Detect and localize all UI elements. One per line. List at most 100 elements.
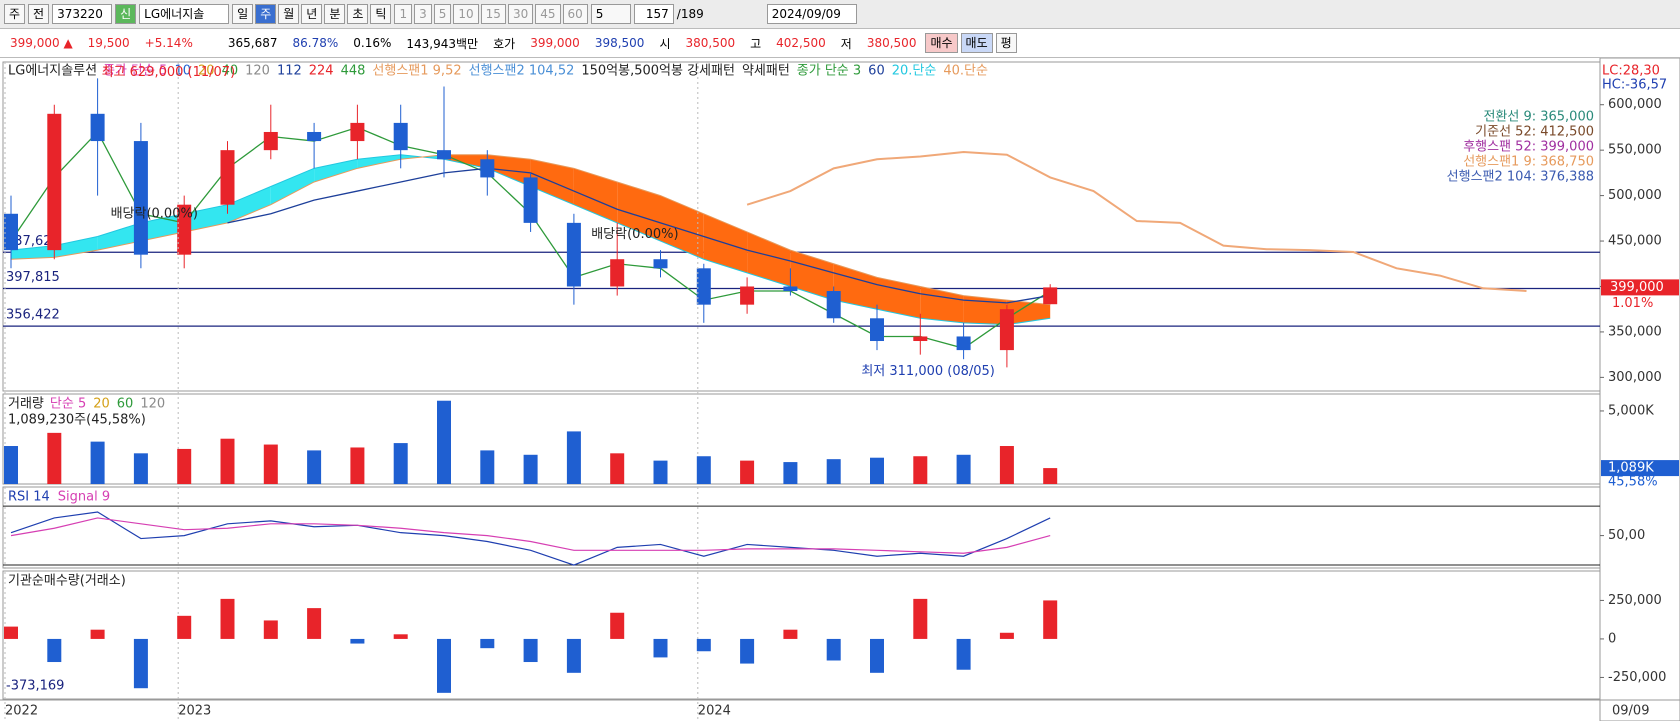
count[interactable]: 5 [590, 4, 631, 24]
level-label: 356,422 [6, 308, 60, 323]
cloud [617, 181, 661, 242]
bar [90, 629, 105, 639]
period[interactable]: 틱 [370, 4, 392, 24]
period[interactable]: 월 [278, 4, 300, 24]
y-tick-label: 5,000K [1608, 403, 1654, 418]
interval[interactable]: 15 [480, 4, 506, 24]
prev[interactable]: 전 [28, 4, 50, 24]
bar [999, 446, 1014, 484]
last-box [1601, 279, 1679, 296]
interval[interactable]: 60 [562, 4, 588, 24]
low-note: 최저 311,000 (08/05) [861, 364, 995, 379]
volume-info: 1,089,230주(45,58%) [8, 413, 146, 428]
candle-body [740, 286, 755, 305]
candle-body [480, 159, 495, 178]
legend-item: RSI 14 [8, 490, 50, 505]
period[interactable]: 일 [232, 4, 254, 24]
bar [826, 459, 841, 484]
high-label: 고 [750, 36, 762, 51]
last-rate: 1.01% [1612, 296, 1653, 311]
buy[interactable]: 매수 [925, 33, 958, 53]
cloud [747, 231, 791, 287]
bar [90, 441, 105, 484]
y-tick-label: 500,000 [1608, 188, 1662, 203]
legend-item: 40 [222, 64, 239, 79]
interval[interactable]: 1 [394, 4, 413, 24]
legend-item: 40.단순 [943, 64, 988, 79]
legend-item: 120 [245, 64, 270, 79]
bar [437, 400, 451, 484]
y-tick-label: 550,000 [1608, 143, 1662, 158]
bar [177, 448, 192, 484]
panel [2, 570, 1601, 700]
period[interactable]: 주 [255, 4, 277, 24]
cloud [573, 168, 618, 223]
x-tick-label: 2024 [698, 704, 731, 719]
cloud [270, 168, 315, 205]
current-label: 1,089K [1608, 461, 1654, 476]
bar [263, 444, 278, 484]
avg[interactable]: 평 [995, 33, 1017, 53]
stock-name[interactable]: LG에너지솔 [139, 4, 230, 24]
legend-item: 60 [868, 64, 885, 79]
interval[interactable]: 5 [433, 4, 452, 24]
price: 399,000 ▲ [10, 36, 73, 50]
legend-item: 선행스팬1 9,52 [372, 63, 461, 79]
legend-item: 448 [341, 64, 366, 79]
legend-item: Signal 9 [58, 490, 110, 505]
bar [523, 454, 538, 484]
candle-body [47, 113, 62, 251]
bar [740, 638, 755, 664]
turnover: 0.16% [353, 36, 392, 50]
bar [566, 431, 581, 484]
bar [350, 638, 365, 644]
candle-body [870, 318, 884, 342]
bar [393, 443, 408, 484]
bar [307, 450, 322, 484]
candle-body [826, 291, 841, 319]
ichimoku-label: 기준선 52: 412,500 [1475, 125, 1594, 140]
y-tick-label: 450,000 [1608, 234, 1662, 249]
current-label: 45,58% [1608, 475, 1658, 490]
candle-body [566, 222, 581, 287]
sell[interactable]: 매도 [960, 33, 993, 53]
interval[interactable]: 3 [414, 4, 432, 24]
bar [1043, 600, 1058, 639]
bar [783, 462, 798, 484]
period[interactable]: 초 [347, 4, 369, 24]
bar [696, 456, 711, 484]
volume: 365,687 [227, 36, 278, 50]
bar [437, 638, 451, 693]
period[interactable]: 년 [301, 4, 323, 24]
interval[interactable]: 10 [453, 4, 479, 24]
bar [133, 638, 148, 689]
new[interactable]: 신 [115, 4, 137, 24]
ichimoku-label: 후행스팬 52: 399,000 [1463, 139, 1594, 155]
y-tick-label: -250,000 [1608, 670, 1666, 685]
interval[interactable]: 45 [535, 4, 561, 24]
bar [566, 638, 581, 673]
code[interactable]: 373220 [52, 4, 113, 24]
cloud [227, 186, 271, 223]
legend-item: 약세패턴 [742, 64, 790, 79]
position[interactable]: 157 [633, 4, 674, 24]
bar [47, 638, 62, 663]
period[interactable]: 분 [324, 4, 346, 24]
mode[interactable]: 주 [4, 4, 26, 24]
numbers: 1 3 5 10 15 30 45 60 [394, 4, 588, 24]
date[interactable]: 2024/09/09 [766, 4, 857, 24]
bar [999, 632, 1014, 639]
candle-body [653, 259, 668, 269]
legend-item: 120 [140, 397, 165, 412]
last-label: 399,000 [1610, 280, 1664, 295]
bar [263, 620, 278, 639]
axis-area [1599, 57, 1680, 721]
interval[interactable]: 30 [507, 4, 534, 24]
bar [870, 457, 884, 484]
future-line [746, 150, 1527, 293]
bar [4, 626, 18, 639]
bar [956, 454, 971, 484]
legend-title: LG에너지솔루션 [8, 64, 97, 79]
